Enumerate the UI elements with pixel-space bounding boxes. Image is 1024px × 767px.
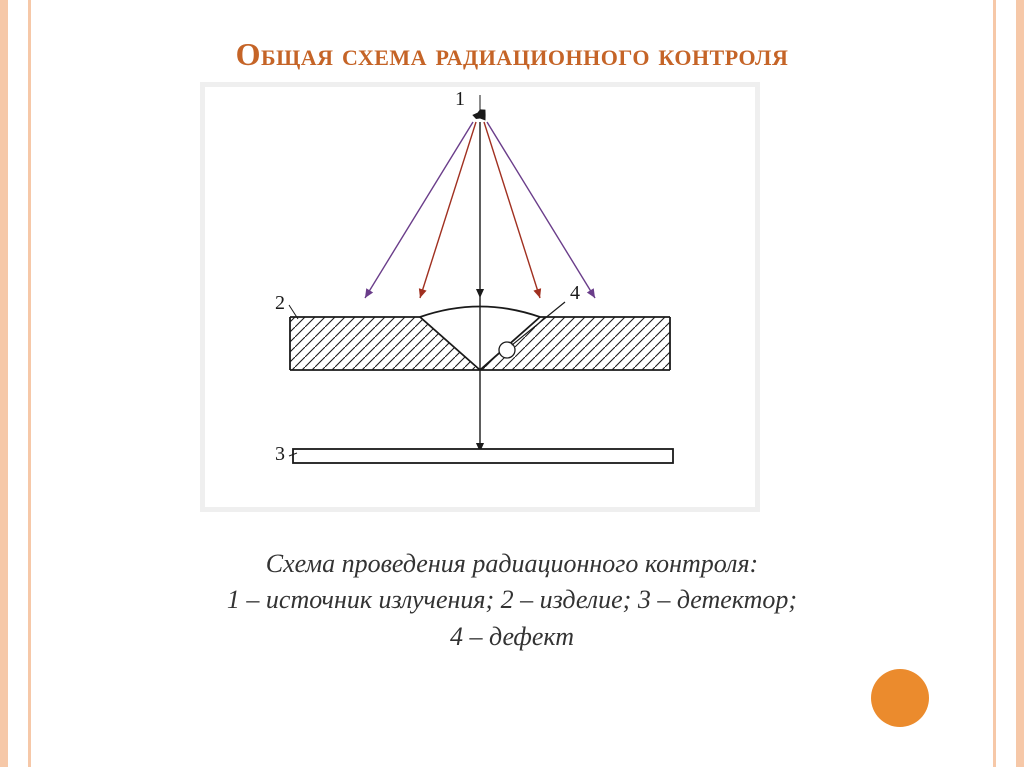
caption-line-3: 4 – дефект — [450, 622, 574, 651]
caption-line-1: Схема проведения радиационного контроля: — [266, 549, 758, 578]
radiation-control-schematic: 1 2 3 4 — [205, 87, 755, 507]
caption-line-2: 1 – источник излучения; 2 – изделие; 3 –… — [227, 585, 797, 614]
svg-text:1: 1 — [455, 88, 465, 110]
figure-caption: Схема проведения радиационного контроля:… — [60, 546, 964, 655]
diagram-inner: 1 2 3 4 — [205, 87, 755, 507]
slide-inner-border-right — [993, 0, 996, 767]
svg-text:2: 2 — [275, 292, 285, 314]
svg-text:3: 3 — [275, 443, 285, 465]
page-title: Общая схема радиационного контроля — [60, 36, 964, 73]
accent-dot-icon — [871, 669, 929, 727]
slide-inner-border-left — [28, 0, 31, 767]
diagram-container: 1 2 3 4 — [200, 82, 760, 512]
svg-text:4: 4 — [570, 282, 580, 304]
